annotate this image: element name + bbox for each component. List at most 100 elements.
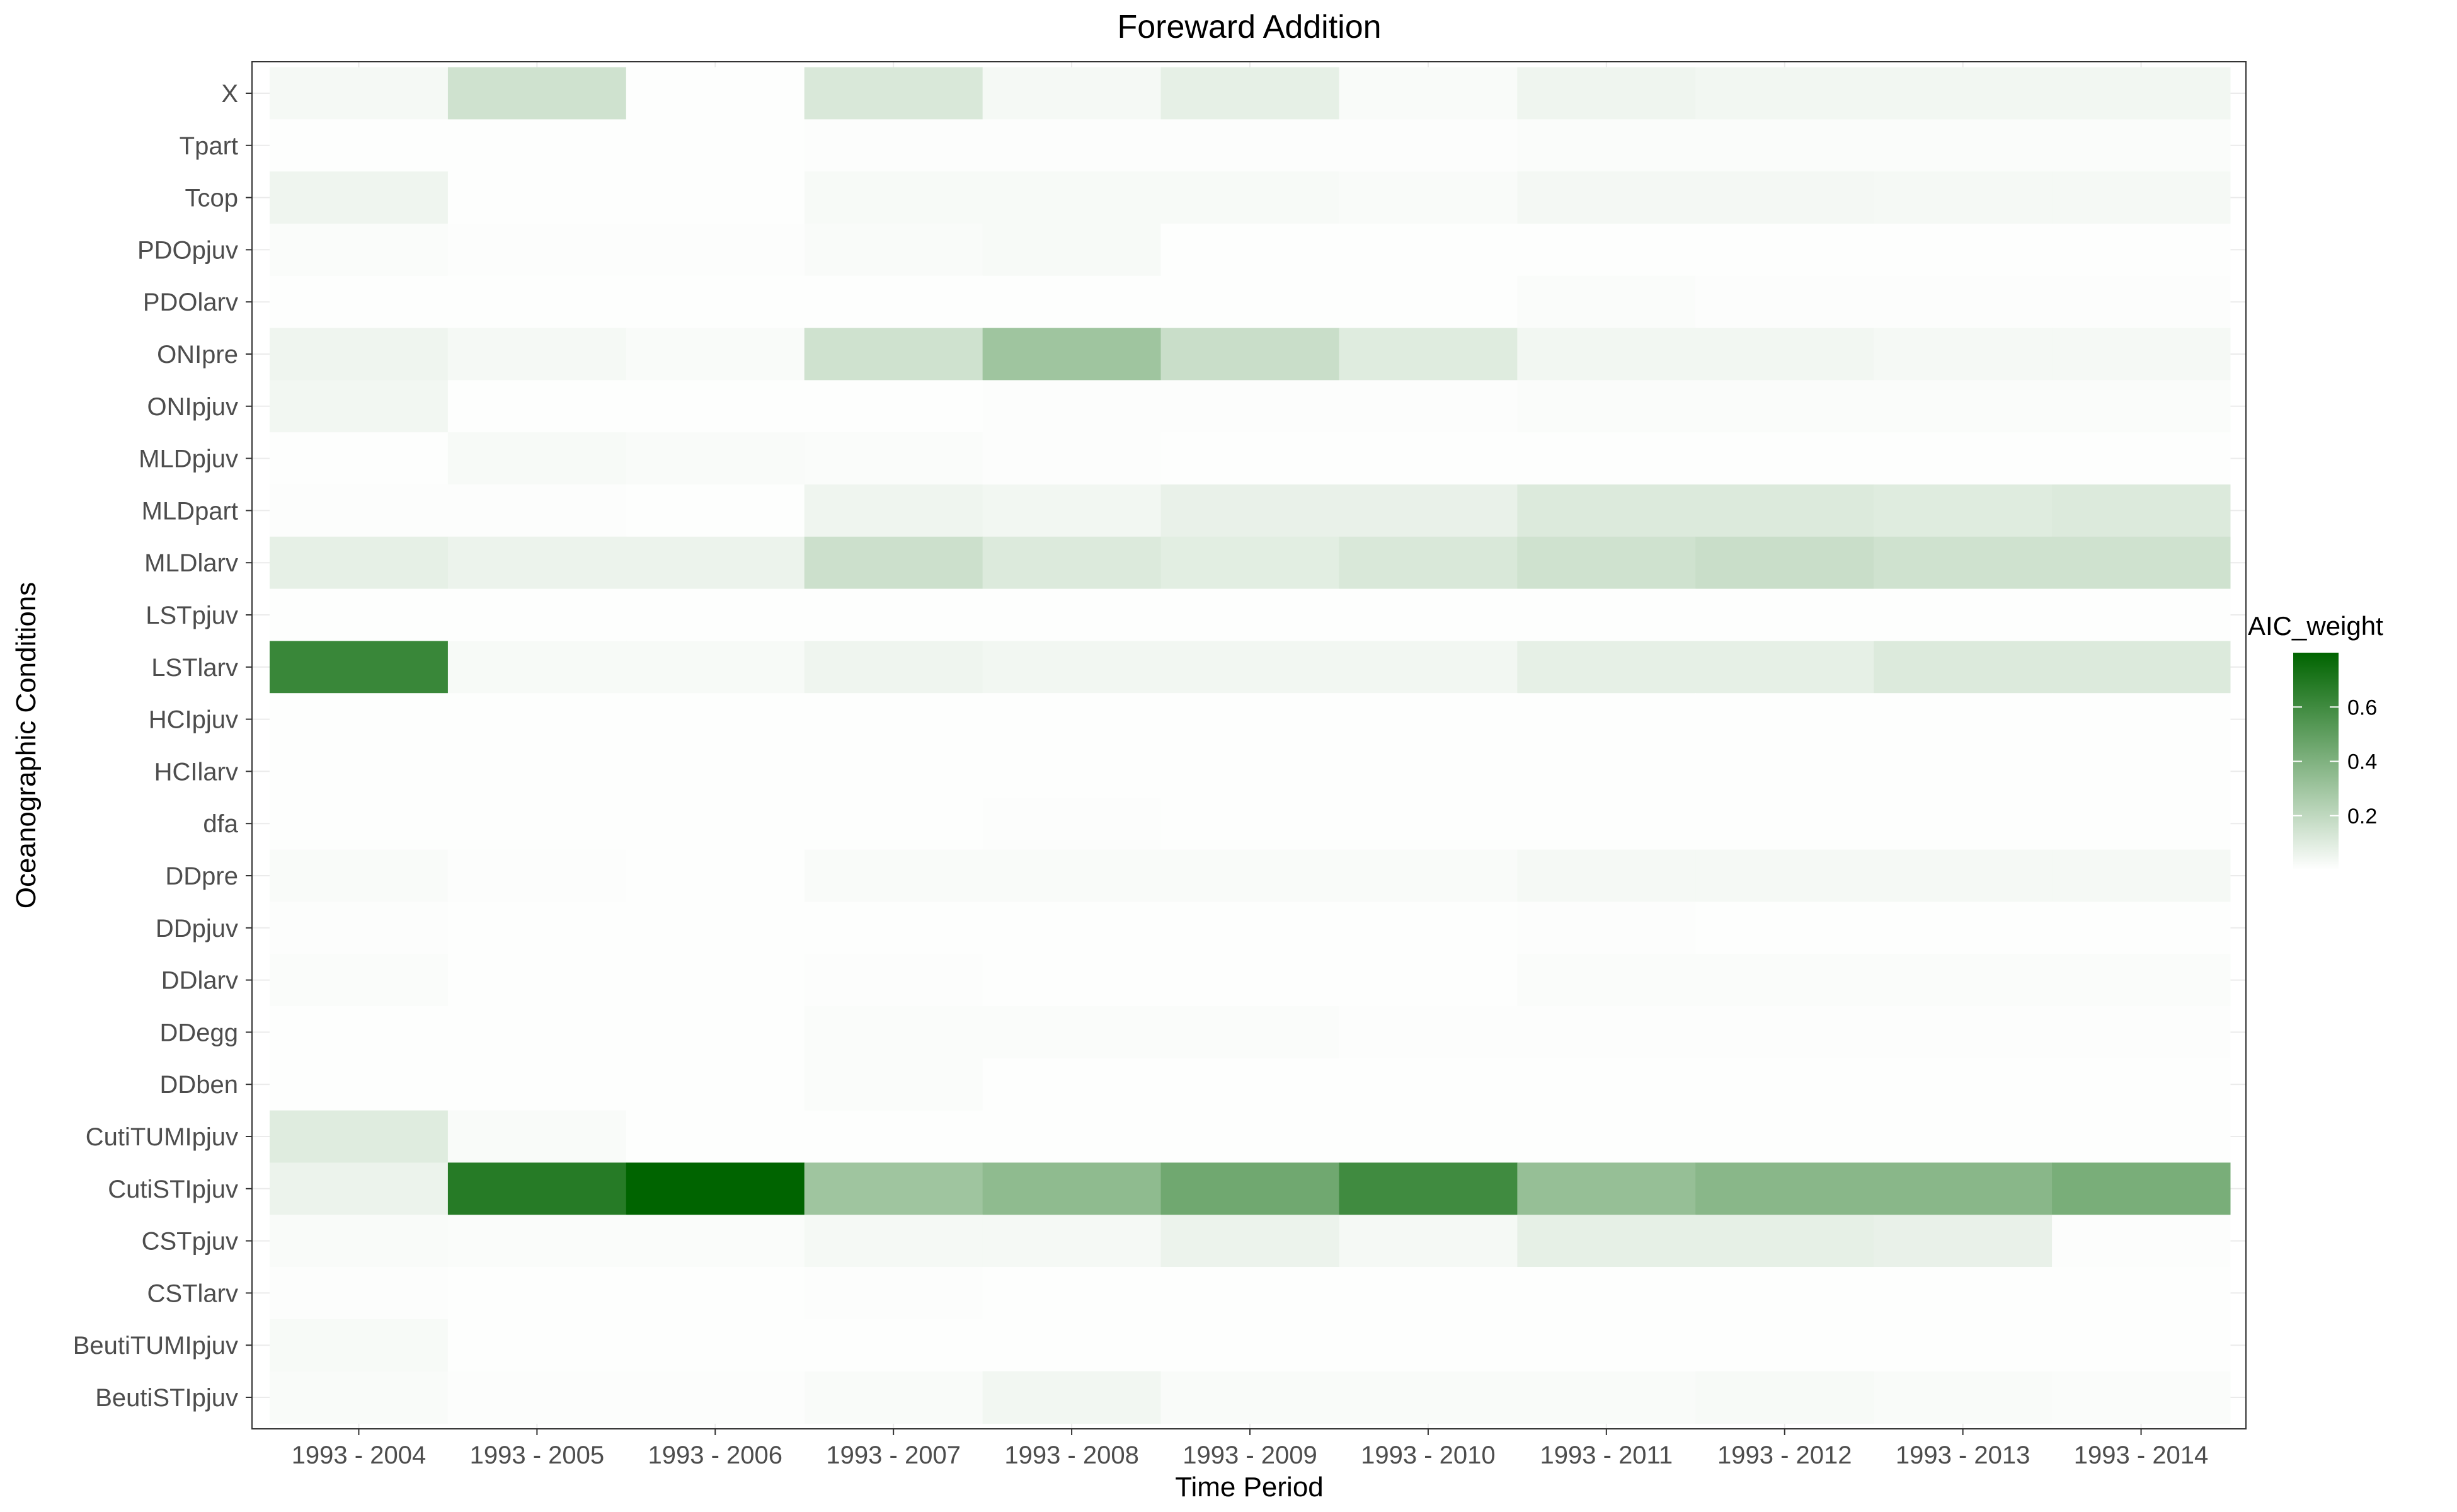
heatmap-cell xyxy=(447,1162,627,1215)
heatmap-cell xyxy=(982,954,1162,1007)
heatmap-cell xyxy=(1874,224,2053,277)
heatmap-cell xyxy=(626,1319,805,1372)
heatmap-cell xyxy=(270,693,449,746)
heatmap-cell xyxy=(1339,171,1518,224)
heatmap-cell xyxy=(270,902,449,954)
heatmap-cell xyxy=(1160,224,1339,277)
heatmap-cell xyxy=(2052,484,2231,537)
heatmap-cell xyxy=(804,1058,983,1111)
heatmap-cells xyxy=(270,67,2231,1424)
heatmap-cell xyxy=(447,432,627,485)
heatmap-cell xyxy=(1339,1110,1518,1163)
heatmap-cell xyxy=(1160,1371,1339,1424)
heatmap-cell xyxy=(804,328,983,381)
heatmap-cell xyxy=(447,849,627,902)
heatmap-cell xyxy=(1339,328,1518,381)
heatmap-cell xyxy=(1339,484,1518,537)
heatmap-cell xyxy=(270,1267,449,1320)
heatmap-cell xyxy=(1695,536,1874,590)
heatmap-cell xyxy=(1874,1162,2053,1215)
heatmap-cell xyxy=(1695,171,1874,224)
heatmap-cell xyxy=(1874,1319,2053,1372)
legend-title: AIC_weight xyxy=(2248,611,2383,641)
heatmap-cell xyxy=(982,432,1162,485)
y-tick-label: CSTlarv xyxy=(147,1280,238,1307)
x-axis: 1993 - 2004 1993 - 2005 1993 - 2006 1993 - … xyxy=(292,1429,2208,1469)
heatmap-cell xyxy=(626,1058,805,1111)
heatmap-cell xyxy=(447,275,627,329)
heatmap-cell xyxy=(2052,797,2231,850)
heatmap-cell xyxy=(2052,693,2231,746)
y-tick-label: MLDlarv xyxy=(144,549,238,577)
heatmap-cell xyxy=(447,641,627,694)
y-tick-label: Tcop xyxy=(185,185,239,212)
heatmap-cell xyxy=(1517,171,1696,224)
heatmap-cell xyxy=(1695,484,1874,537)
heatmap-cell xyxy=(982,171,1162,224)
x-tick-label: 1993 - 2005 xyxy=(470,1441,605,1469)
heatmap-cell xyxy=(270,171,449,224)
heatmap-cell xyxy=(447,328,627,381)
chart-title: Foreward Addition xyxy=(1117,9,1381,45)
heatmap-cell xyxy=(626,849,805,902)
heatmap-cell xyxy=(804,1319,983,1372)
heatmap-cell xyxy=(1517,1058,1696,1111)
x-tick-label: 1993 - 2010 xyxy=(1361,1441,1496,1469)
heatmap-cell xyxy=(626,171,805,224)
heatmap-cell xyxy=(1339,67,1518,120)
heatmap-cell xyxy=(1695,380,1874,433)
heatmap-cell xyxy=(982,693,1162,746)
heatmap-cell xyxy=(2052,224,2231,277)
heatmap-cell xyxy=(1517,1006,1696,1059)
heatmap-cell xyxy=(1339,536,1518,590)
y-tick-label: CutiTUMIpjuv xyxy=(86,1123,238,1151)
x-tick-label: 1993 - 2013 xyxy=(1896,1441,2030,1469)
heatmap-cell xyxy=(1517,536,1696,590)
heatmap-cell xyxy=(982,328,1162,381)
heatmap-cell xyxy=(804,119,983,172)
heatmap-cell xyxy=(1695,1319,1874,1372)
heatmap-cell xyxy=(804,224,983,277)
heatmap-cell xyxy=(626,1110,805,1163)
heatmap-cell xyxy=(1695,1006,1874,1059)
heatmap-cell xyxy=(1160,1267,1339,1320)
heatmap-cell xyxy=(626,484,805,537)
heatmap-cell xyxy=(982,797,1162,850)
heatmap-cell xyxy=(1160,67,1339,120)
heatmap-cell xyxy=(1339,275,1518,329)
heatmap-cell xyxy=(1874,1058,2053,1111)
heatmap-cell xyxy=(447,536,627,590)
heatmap-cell xyxy=(982,380,1162,433)
heatmap-cell xyxy=(1517,954,1696,1007)
heatmap-cell xyxy=(270,641,449,694)
heatmap-cell xyxy=(1874,328,2053,381)
heatmap-cell xyxy=(982,1006,1162,1059)
heatmap-cell xyxy=(804,693,983,746)
heatmap-cell xyxy=(447,1215,627,1268)
heatmap-cell xyxy=(2052,954,2231,1007)
heatmap-cell xyxy=(1339,380,1518,433)
heatmap-cell xyxy=(982,275,1162,329)
heatmap-cell xyxy=(447,171,627,224)
heatmap-cell xyxy=(2052,902,2231,954)
heatmap-cell xyxy=(447,588,627,641)
heatmap-cell xyxy=(1695,119,1874,172)
x-tick-label: 1993 - 2008 xyxy=(1004,1441,1139,1469)
heatmap-cell xyxy=(1874,380,2053,433)
heatmap-cell xyxy=(447,484,627,537)
heatmap-cell xyxy=(1874,1267,2053,1320)
heatmap-cell xyxy=(804,745,983,798)
heatmap-cell xyxy=(447,1058,627,1111)
heatmap-cell xyxy=(447,745,627,798)
x-tick-label: 1993 - 2009 xyxy=(1183,1441,1317,1469)
heatmap-cell xyxy=(626,1162,805,1215)
heatmap-cell xyxy=(1695,693,1874,746)
heatmap-cell xyxy=(2052,1267,2231,1320)
heatmap-cell xyxy=(1517,849,1696,902)
heatmap-cell xyxy=(270,119,449,172)
heatmap-cell xyxy=(626,745,805,798)
heatmap-cell xyxy=(1695,224,1874,277)
heatmap-cell xyxy=(626,641,805,694)
heatmap-cell xyxy=(270,224,449,277)
